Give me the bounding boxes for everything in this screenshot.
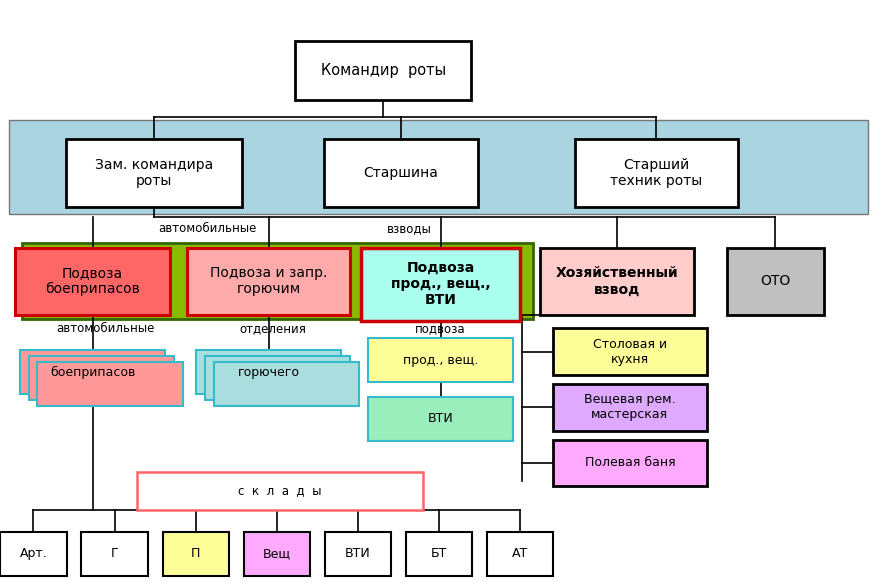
- Text: БТ: БТ: [431, 547, 447, 560]
- Text: ВТИ: ВТИ: [344, 547, 371, 560]
- Text: Командир  роты: Командир роты: [321, 63, 446, 78]
- FancyBboxPatch shape: [553, 384, 707, 431]
- FancyBboxPatch shape: [1, 532, 67, 575]
- Text: Вещ: Вещ: [263, 547, 291, 560]
- FancyBboxPatch shape: [28, 356, 174, 400]
- FancyBboxPatch shape: [325, 532, 391, 575]
- Text: боеприпасов: боеприпасов: [50, 366, 135, 379]
- FancyBboxPatch shape: [9, 120, 868, 214]
- Text: горючего: горючего: [238, 366, 300, 379]
- FancyBboxPatch shape: [19, 350, 166, 394]
- Text: ОТО: ОТО: [760, 274, 790, 288]
- FancyBboxPatch shape: [727, 247, 824, 315]
- Text: Полевая баня: Полевая баня: [585, 456, 675, 469]
- FancyBboxPatch shape: [66, 139, 242, 207]
- FancyBboxPatch shape: [324, 139, 478, 207]
- FancyBboxPatch shape: [368, 397, 513, 441]
- Text: прод., вещ.: прод., вещ.: [403, 354, 478, 367]
- Text: взводы: взводы: [388, 222, 432, 235]
- Text: Старшина: Старшина: [364, 166, 438, 180]
- Text: подвоза: подвоза: [415, 322, 466, 335]
- FancyBboxPatch shape: [368, 338, 513, 382]
- Text: автомобильные: автомобильные: [158, 222, 256, 235]
- FancyBboxPatch shape: [162, 532, 229, 575]
- FancyBboxPatch shape: [295, 41, 471, 100]
- FancyBboxPatch shape: [22, 243, 533, 319]
- FancyBboxPatch shape: [137, 472, 423, 510]
- FancyBboxPatch shape: [486, 532, 553, 575]
- Text: Хозяйственный
взвод: Хозяйственный взвод: [555, 266, 678, 297]
- FancyBboxPatch shape: [16, 247, 169, 315]
- FancyBboxPatch shape: [204, 356, 350, 400]
- FancyBboxPatch shape: [243, 532, 310, 575]
- FancyBboxPatch shape: [196, 350, 341, 394]
- Text: Подвоза
прод., вещ.,
ВТИ: Подвоза прод., вещ., ВТИ: [390, 261, 491, 308]
- Text: Старший
техник роты: Старший техник роты: [611, 158, 702, 188]
- FancyBboxPatch shape: [361, 247, 520, 321]
- FancyBboxPatch shape: [37, 362, 183, 406]
- FancyBboxPatch shape: [213, 362, 359, 406]
- FancyBboxPatch shape: [574, 139, 737, 207]
- FancyBboxPatch shape: [405, 532, 472, 575]
- Text: Подвоза и запр.
горючим: Подвоза и запр. горючим: [210, 266, 328, 297]
- Text: ВТИ: ВТИ: [427, 413, 454, 425]
- Text: Столовая и
кухня: Столовая и кухня: [593, 338, 667, 366]
- FancyBboxPatch shape: [539, 247, 693, 315]
- Text: автомобильные: автомобильные: [56, 322, 155, 335]
- FancyBboxPatch shape: [553, 328, 707, 375]
- Text: Подвоза
боеприпасов: Подвоза боеприпасов: [45, 266, 140, 297]
- Text: Арт.: Арт.: [19, 547, 48, 560]
- Text: с  к  л  а  д  ы: с к л а д ы: [239, 485, 322, 498]
- FancyBboxPatch shape: [553, 440, 707, 486]
- Text: Вещевая рем.
мастерская: Вещевая рем. мастерская: [584, 393, 676, 421]
- Text: П: П: [191, 547, 200, 560]
- Text: отделения: отделения: [240, 322, 307, 335]
- FancyBboxPatch shape: [81, 532, 147, 575]
- Text: Зам. командира
роты: Зам. командира роты: [95, 158, 213, 188]
- FancyBboxPatch shape: [187, 247, 350, 315]
- Text: Г: Г: [111, 547, 118, 560]
- Text: АТ: АТ: [512, 547, 528, 560]
